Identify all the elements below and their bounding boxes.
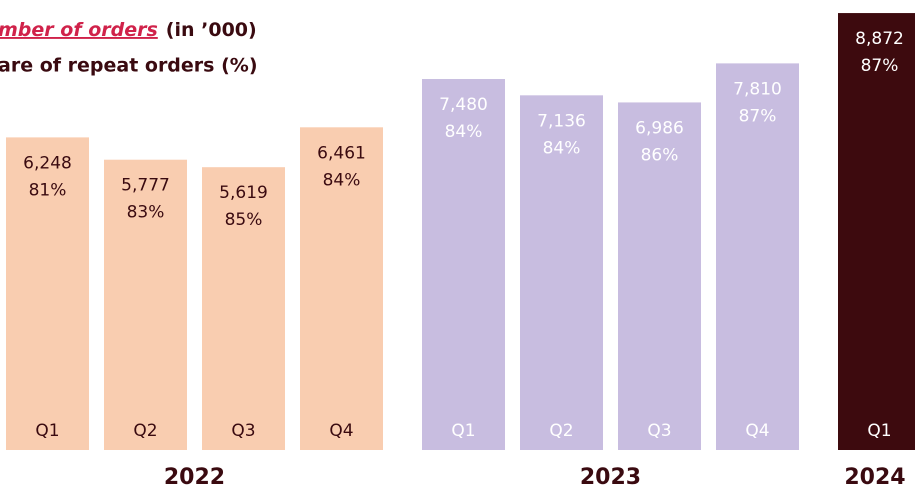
bar xyxy=(838,13,915,450)
share-label: 81% xyxy=(29,180,67,200)
share-label: 87% xyxy=(739,106,777,126)
bar xyxy=(520,95,603,450)
share-label: 85% xyxy=(225,210,263,230)
value-label: 6,461 xyxy=(317,143,366,163)
bar xyxy=(422,79,505,450)
legend-orders-unit: (in ’000) xyxy=(166,19,257,41)
share-label: 84% xyxy=(445,122,483,142)
bar xyxy=(104,159,187,450)
share-label: 84% xyxy=(543,138,581,158)
year-label: 2024 xyxy=(844,465,905,490)
category-label: Q3 xyxy=(647,421,671,441)
category-label: Q1 xyxy=(867,421,891,441)
value-label: 7,136 xyxy=(537,111,586,131)
category-label: Q4 xyxy=(329,421,353,441)
value-label: 7,810 xyxy=(733,79,782,99)
share-label: 84% xyxy=(323,170,361,190)
value-label: 5,777 xyxy=(121,176,170,196)
legend-orders-name: mber of orders xyxy=(0,19,158,41)
value-label: 8,872 xyxy=(855,29,904,49)
category-label: Q2 xyxy=(133,421,157,441)
value-label: 6,248 xyxy=(23,153,72,173)
share-label: 83% xyxy=(127,203,165,223)
bar xyxy=(716,63,799,451)
value-label: 7,480 xyxy=(439,95,488,115)
category-label: Q2 xyxy=(549,421,573,441)
value-label: 5,619 xyxy=(219,183,268,203)
category-label: Q1 xyxy=(451,421,475,441)
bar xyxy=(618,102,701,451)
year-label: 2022 xyxy=(164,465,225,490)
share-label: 87% xyxy=(861,56,899,76)
value-label: 6,986 xyxy=(635,118,684,138)
legend-repeat: are of repeat orders (%) xyxy=(0,55,258,77)
bar xyxy=(6,137,89,451)
category-label: Q4 xyxy=(745,421,769,441)
category-label: Q1 xyxy=(35,421,59,441)
bar xyxy=(300,127,383,451)
bar xyxy=(202,167,285,451)
share-label: 86% xyxy=(641,145,679,165)
year-label: 2023 xyxy=(580,465,641,490)
category-label: Q3 xyxy=(231,421,255,441)
legend-orders: mber of orders (in ’000) xyxy=(0,19,257,41)
